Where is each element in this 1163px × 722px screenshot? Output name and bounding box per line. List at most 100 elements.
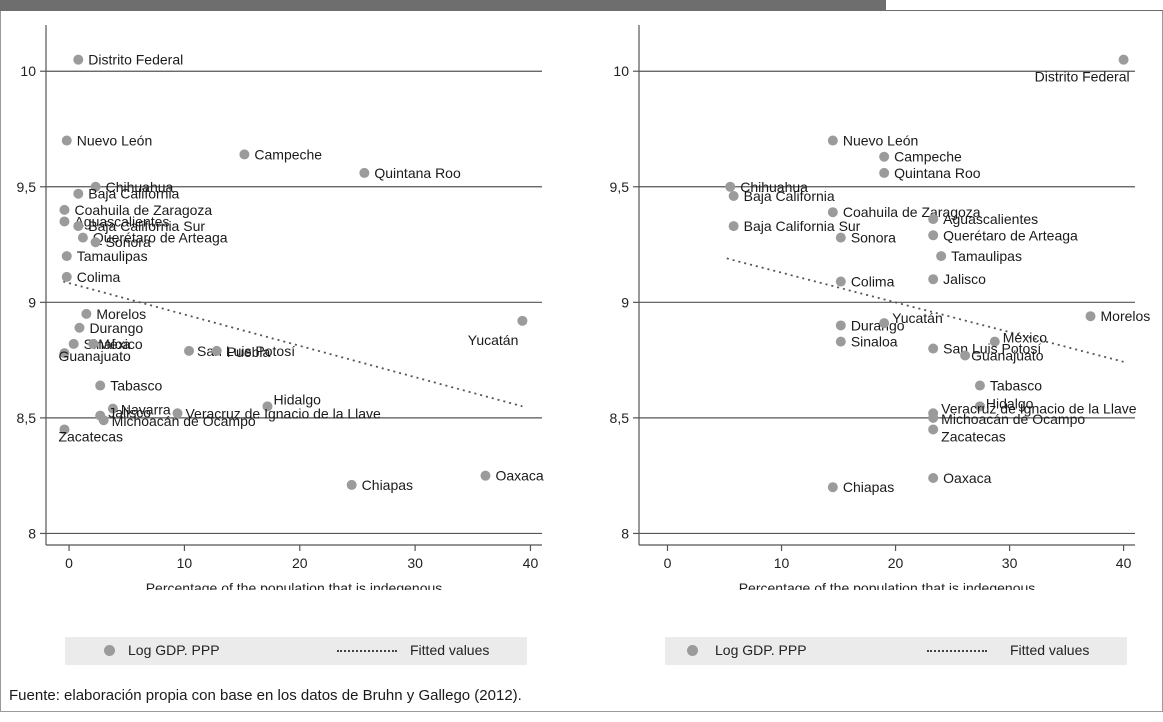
data-label-mexico: México <box>98 336 143 352</box>
x-tick-label: 20 <box>292 555 308 571</box>
data-label-chihuahua: Chihuahua <box>106 179 174 195</box>
x-tick-label: 30 <box>1002 555 1018 571</box>
data-label-chihuahua: Chihuahua <box>740 179 808 195</box>
y-tick-label: 9 <box>621 294 629 310</box>
y-tick-label: 9 <box>28 294 36 310</box>
legend-fit-line-icon <box>927 650 987 652</box>
x-tick-label: 0 <box>65 555 73 571</box>
legend-fit-label: Fitted values <box>410 642 490 658</box>
data-point-mexico <box>989 336 1000 347</box>
data-point-zacatecas <box>59 424 70 435</box>
data-label-veracruz-de-ignacio-de-la-llave: Veracruz de Ignacio de la Llave <box>185 405 381 421</box>
data-label-distrito-federal: Distrito Federal <box>1035 69 1130 85</box>
data-label-oaxaca: Oaxaca <box>495 468 543 484</box>
data-point-colima <box>61 271 72 282</box>
data-point-nuevo-leon <box>61 135 72 146</box>
data-point-colima <box>835 276 846 287</box>
data-label-michoacan-de-ocampo: Michoacán de Ocampo <box>112 413 256 429</box>
data-point-campeche <box>879 151 890 162</box>
data-point-queretaro-de-arteaga <box>77 232 88 243</box>
x-tick-label: 30 <box>407 555 423 571</box>
data-point-guanajuato <box>59 348 70 359</box>
data-point-coahuila-de-zaragoza <box>827 207 838 218</box>
data-point-michoacan-de-ocampo <box>928 412 939 423</box>
data-label-baja-california: Baja California <box>88 186 179 202</box>
data-label-aguascalientes: Aguascalientes <box>943 211 1038 227</box>
data-point-yucatan <box>517 315 528 326</box>
data-point-mexico <box>88 338 99 349</box>
data-point-tamaulipas <box>61 251 72 262</box>
data-point-veracruz-de-ignacio-de-la-llave <box>172 408 183 419</box>
data-point-durango <box>835 320 846 331</box>
x-tick-label: 40 <box>523 555 539 571</box>
data-point-chihuahua <box>725 181 736 192</box>
data-label-aguascalientes: Aguascalientes <box>74 213 169 229</box>
data-label-michoacan-de-ocampo: Michoacán de Ocampo <box>941 411 1085 427</box>
data-label-oaxaca: Oaxaca <box>943 470 991 486</box>
data-point-tamaulipas <box>936 251 947 262</box>
legend-points-label: Log GDP. PPP <box>128 642 220 658</box>
data-label-yucatan: Yucatán <box>468 332 519 348</box>
x-tick-label: 10 <box>177 555 193 571</box>
data-label-guanajuato: Guanajuato <box>971 347 1044 363</box>
data-point-aguascalientes <box>59 216 70 227</box>
y-tick-label: 9,5 <box>610 179 630 195</box>
fitted-line <box>63 280 523 408</box>
data-point-quintana-roo <box>359 167 370 178</box>
data-point-san-luis-potosi <box>184 345 195 356</box>
data-label-jalisco: Jalisco <box>943 271 986 287</box>
data-label-jalisco: Jalisco <box>108 405 151 421</box>
data-label-campeche: Campeche <box>894 149 962 165</box>
legend-fit-line-icon <box>337 650 397 652</box>
data-label-colima: Colima <box>851 274 895 290</box>
data-point-morelos <box>81 308 92 319</box>
data-point-chiapas <box>827 482 838 493</box>
data-label-baja-california-sur: Baja California Sur <box>88 218 205 234</box>
data-label-nuevo-leon: Nuevo León <box>843 133 919 149</box>
legend-left: Log GDP. PPP Fitted values <box>65 637 527 665</box>
data-point-chihuahua <box>90 181 101 192</box>
data-point-distrito-federal <box>73 54 84 65</box>
data-label-zacatecas: Zacatecas <box>941 428 1006 444</box>
data-point-baja-california-sur <box>73 221 84 232</box>
data-label-chiapas: Chiapas <box>362 477 413 493</box>
data-label-nuevo-leon: Nuevo León <box>77 133 153 149</box>
x-tick-label: 0 <box>664 555 672 571</box>
fitted-line <box>726 257 1127 364</box>
data-point-morelos <box>1085 311 1096 322</box>
y-tick-label: 9,5 <box>17 179 37 195</box>
data-point-hidalgo <box>262 401 273 412</box>
data-point-nuevo-leon <box>827 135 838 146</box>
data-label-coahuila-de-zaragoza: Coahuila de Zaragoza <box>843 204 981 220</box>
y-tick-label: 8 <box>28 525 36 541</box>
data-label-yucatan: Yucatán <box>892 310 943 326</box>
source-note: Fuente: elaboración propia con base en l… <box>9 687 522 704</box>
data-point-sinaloa <box>835 336 846 347</box>
data-label-morelos: Morelos <box>96 306 146 322</box>
header-bar <box>0 0 886 11</box>
data-point-baja-california-sur <box>728 221 739 232</box>
data-label-mexico: México <box>1003 330 1048 346</box>
legend-point-icon <box>687 645 698 656</box>
data-label-guanajuato: Guanajuato <box>58 348 131 364</box>
data-point-quintana-roo <box>879 167 890 178</box>
data-point-queretaro-de-arteaga <box>928 230 939 241</box>
data-point-oaxaca <box>480 470 491 481</box>
legend-point-icon <box>104 645 115 656</box>
y-tick-label: 10 <box>20 63 36 79</box>
data-point-tabasco <box>95 380 106 391</box>
data-point-zacatecas <box>928 424 939 435</box>
data-label-puebla: Puebla <box>227 344 271 360</box>
data-label-queretaro-de-arteaga: Querétaro de Arteaga <box>943 227 1078 243</box>
data-label-hidalgo: Hidalgo <box>273 391 321 407</box>
frame-left-border <box>0 11 1 711</box>
data-label-tamaulipas: Tamaulipas <box>77 248 148 264</box>
data-point-durango <box>74 322 85 333</box>
data-point-tabasco <box>974 380 985 391</box>
frame-bottom-border <box>0 711 1163 712</box>
data-label-coahuila-de-zaragoza: Coahuila de Zaragoza <box>74 202 212 218</box>
data-label-chiapas: Chiapas <box>843 479 894 495</box>
data-point-aguascalientes <box>928 214 939 225</box>
data-point-michoacan-de-ocampo <box>98 415 109 426</box>
data-label-distrito-federal: Distrito Federal <box>88 52 183 68</box>
